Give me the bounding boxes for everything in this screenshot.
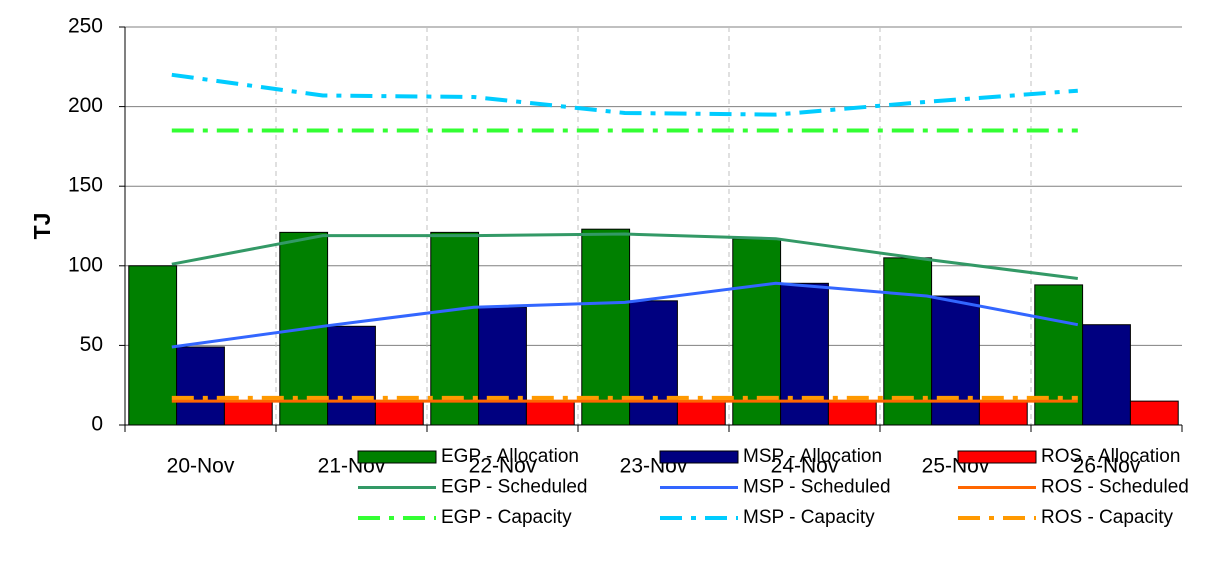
bar — [780, 282, 829, 426]
legend-label: MSP - Scheduled — [743, 477, 891, 498]
bar — [1129, 400, 1179, 426]
line — [171, 232, 1078, 280]
bar — [676, 400, 726, 426]
bar — [525, 400, 575, 426]
bar — [223, 400, 273, 426]
bar — [581, 228, 631, 426]
bar — [430, 231, 480, 426]
y-tick-label: 250 — [68, 15, 103, 38]
bar — [374, 400, 424, 426]
legend-label: EGP - Allocation — [441, 446, 579, 467]
legend-label: ROS - Scheduled — [1041, 477, 1189, 498]
bar — [128, 265, 178, 426]
legend-label: MSP - Capacity — [743, 507, 875, 528]
legend-swatch — [659, 450, 739, 464]
y-tick-label: 100 — [68, 253, 103, 276]
bar — [827, 400, 877, 426]
x-tick-label: 26-Nov — [1073, 455, 1141, 478]
y-tick-label: 200 — [68, 94, 103, 117]
line — [171, 72, 1078, 117]
bar — [478, 306, 527, 426]
legend-label: EGP - Scheduled — [441, 477, 587, 498]
legend-label: EGP - Capacity — [441, 507, 572, 528]
bar — [629, 300, 678, 426]
legend-label: MSP - Allocation — [743, 446, 882, 467]
line — [171, 281, 1079, 349]
x-tick-label: 24-Nov — [771, 455, 839, 478]
legend-label: ROS - Capacity — [1041, 507, 1173, 528]
y-tick-label: 150 — [68, 174, 103, 197]
y-tick-label: 0 — [91, 413, 103, 436]
legend-swatch — [357, 450, 437, 464]
legend-swatch — [957, 450, 1037, 464]
bar — [978, 400, 1028, 426]
legend-label: ROS - Allocation — [1041, 446, 1180, 467]
bar — [1034, 284, 1084, 426]
x-tick-label: 20-Nov — [167, 455, 235, 478]
bar — [176, 346, 225, 426]
x-tick-label: 22-Nov — [469, 455, 537, 478]
bar — [931, 295, 980, 426]
bar — [1082, 324, 1131, 426]
y-axis-label: TJ — [29, 213, 55, 240]
bar — [327, 325, 376, 426]
y-tick-label: 50 — [80, 333, 103, 356]
